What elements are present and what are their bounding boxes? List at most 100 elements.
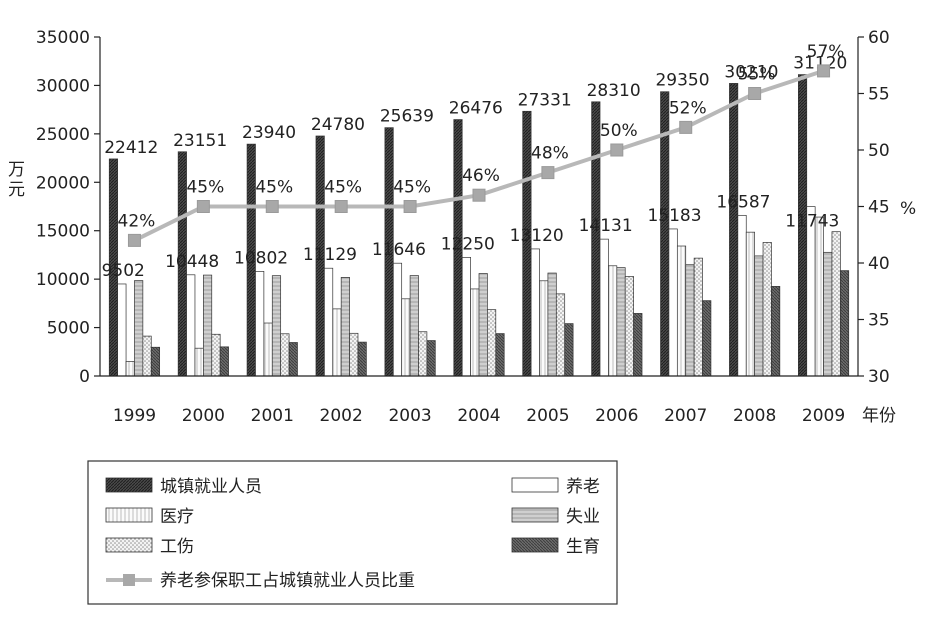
legend-swatch-maternity: [511, 537, 559, 553]
ratio-label: 50%: [600, 121, 638, 141]
bar-pension: [117, 283, 127, 377]
x-ticks: 1999 2000 2001 2002 2003 2004 2005 2006 2007 2008…: [113, 406, 845, 426]
y-right-tick-label: 55: [868, 85, 890, 105]
bar-label-employees: 23151: [173, 131, 227, 151]
ratio-label: 42%: [118, 211, 156, 231]
bar-unemployment: [616, 267, 626, 377]
bar-medical: [332, 308, 342, 377]
legend-swatch-pension: [511, 477, 559, 493]
bar-label-employees: 28310: [587, 81, 641, 101]
bar-unemployment: [823, 251, 833, 377]
ratio-label: 48%: [531, 144, 569, 164]
bar-label-employees: 22412: [104, 138, 158, 158]
x-tick-label: 2004: [457, 406, 500, 426]
ratio-line: [133, 68, 825, 243]
y-left-tick-label: 35000: [36, 28, 90, 48]
ratio-label: 45%: [393, 178, 431, 198]
bar-injury: [693, 257, 703, 377]
bar-label-employees: 27331: [518, 90, 572, 110]
ratio-label: 57%: [807, 42, 845, 62]
y-right-ticks: 30 35 40 45 50 55 60: [858, 28, 890, 387]
ratio-point: [679, 120, 693, 134]
bar-label-pension: 13120: [510, 226, 564, 246]
bar-label-pension: 14131: [579, 216, 633, 236]
bar-label-pension: 11743: [785, 212, 839, 232]
bar-maternity: [702, 300, 712, 377]
ratio-point: [403, 200, 417, 213]
legend-swatch-employees: [105, 477, 153, 493]
ratio-label: 52%: [669, 98, 707, 118]
bar-label-employees: 30210: [724, 62, 778, 82]
bar-label-employees: 29350: [655, 71, 709, 91]
y-left-axis-label: 万元: [8, 160, 25, 200]
y-left-tick-label: 30000: [36, 76, 90, 96]
bar-maternity: [771, 286, 781, 377]
legend-label-ratio: 养老参保职工占城镇就业人员比重: [160, 571, 415, 591]
x-tick-label: 2007: [664, 406, 707, 426]
bar-pension: [324, 267, 334, 377]
bar-label-pension: 16587: [716, 192, 770, 212]
legend-swatch-injury: [105, 537, 153, 553]
bar-medical: [263, 322, 273, 377]
bar-medical: [608, 265, 618, 377]
bar-injury: [349, 332, 359, 377]
bar-medical: [539, 280, 549, 377]
bar-unemployment: [203, 274, 213, 377]
bar-label-employees: 26476: [449, 99, 503, 119]
bar-injury: [762, 242, 772, 377]
bar-maternity: [426, 340, 436, 377]
ratio-point: [334, 200, 348, 213]
bar-pension: [737, 214, 747, 377]
bar-label-employees: 25639: [380, 107, 434, 127]
bar-pension: [668, 228, 678, 377]
bar-maternity: [357, 341, 367, 377]
bar-maternity: [564, 323, 574, 377]
bar-maternity: [633, 313, 643, 377]
bar-maternity: [288, 342, 298, 377]
bar-unemployment: [754, 255, 764, 377]
plot-area: 22412 23151 23940 24780 25639 26476 27331 28310…: [102, 42, 850, 377]
bar-pension: [461, 257, 471, 377]
legend-label-medical: 医疗: [160, 507, 194, 527]
legend-label-employees: 城镇就业人员: [160, 477, 262, 497]
x-tick-label: 1999: [113, 406, 156, 426]
y-left-tick-label: 20000: [36, 173, 90, 193]
bar-pension: [392, 262, 403, 377]
ratio-point: [748, 87, 762, 100]
bar-unemployment: [409, 275, 419, 377]
bar-unemployment: [340, 277, 350, 377]
ratio-point: [472, 188, 486, 202]
bar-pension: [806, 206, 816, 377]
bar-label-pension: 10802: [234, 248, 288, 268]
y-left-tick-label: 5000: [47, 319, 90, 339]
y-right-tick-label: 50: [868, 141, 890, 161]
bar-employees: [729, 83, 739, 377]
y-left-tick-label: 10000: [36, 270, 90, 290]
ratio-point: [541, 166, 555, 180]
bar-maternity: [495, 333, 505, 377]
bar-label-employees: 31120: [793, 54, 847, 74]
bar-employees: [591, 101, 601, 377]
x-tick-label: 2005: [526, 406, 569, 426]
y-left-tick-label: 0: [79, 367, 90, 387]
y-right-tick-label: 60: [868, 28, 890, 48]
y-left-tick-label: 15000: [36, 222, 90, 242]
bar-injury: [418, 331, 428, 377]
bar-unemployment: [134, 280, 144, 377]
legend-label-maternity: 生育: [566, 537, 600, 557]
y-right-tick-label: 30: [868, 367, 890, 387]
x-tick-label: 2003: [388, 406, 431, 426]
bar-medical: [125, 361, 135, 377]
bar-maternity: [219, 346, 229, 377]
x-tick-label: 2002: [320, 406, 363, 426]
x-tick-label: 2009: [802, 406, 845, 426]
bar-label-employees: 24780: [311, 115, 365, 135]
bar-medical: [194, 347, 204, 377]
bar-label-pension: 12250: [441, 234, 495, 254]
ratio-point: [196, 200, 210, 213]
ratio-label: 46%: [462, 166, 500, 186]
bar-pension: [530, 248, 540, 377]
bar-maternity: [839, 270, 850, 377]
bar-injury: [555, 293, 566, 377]
